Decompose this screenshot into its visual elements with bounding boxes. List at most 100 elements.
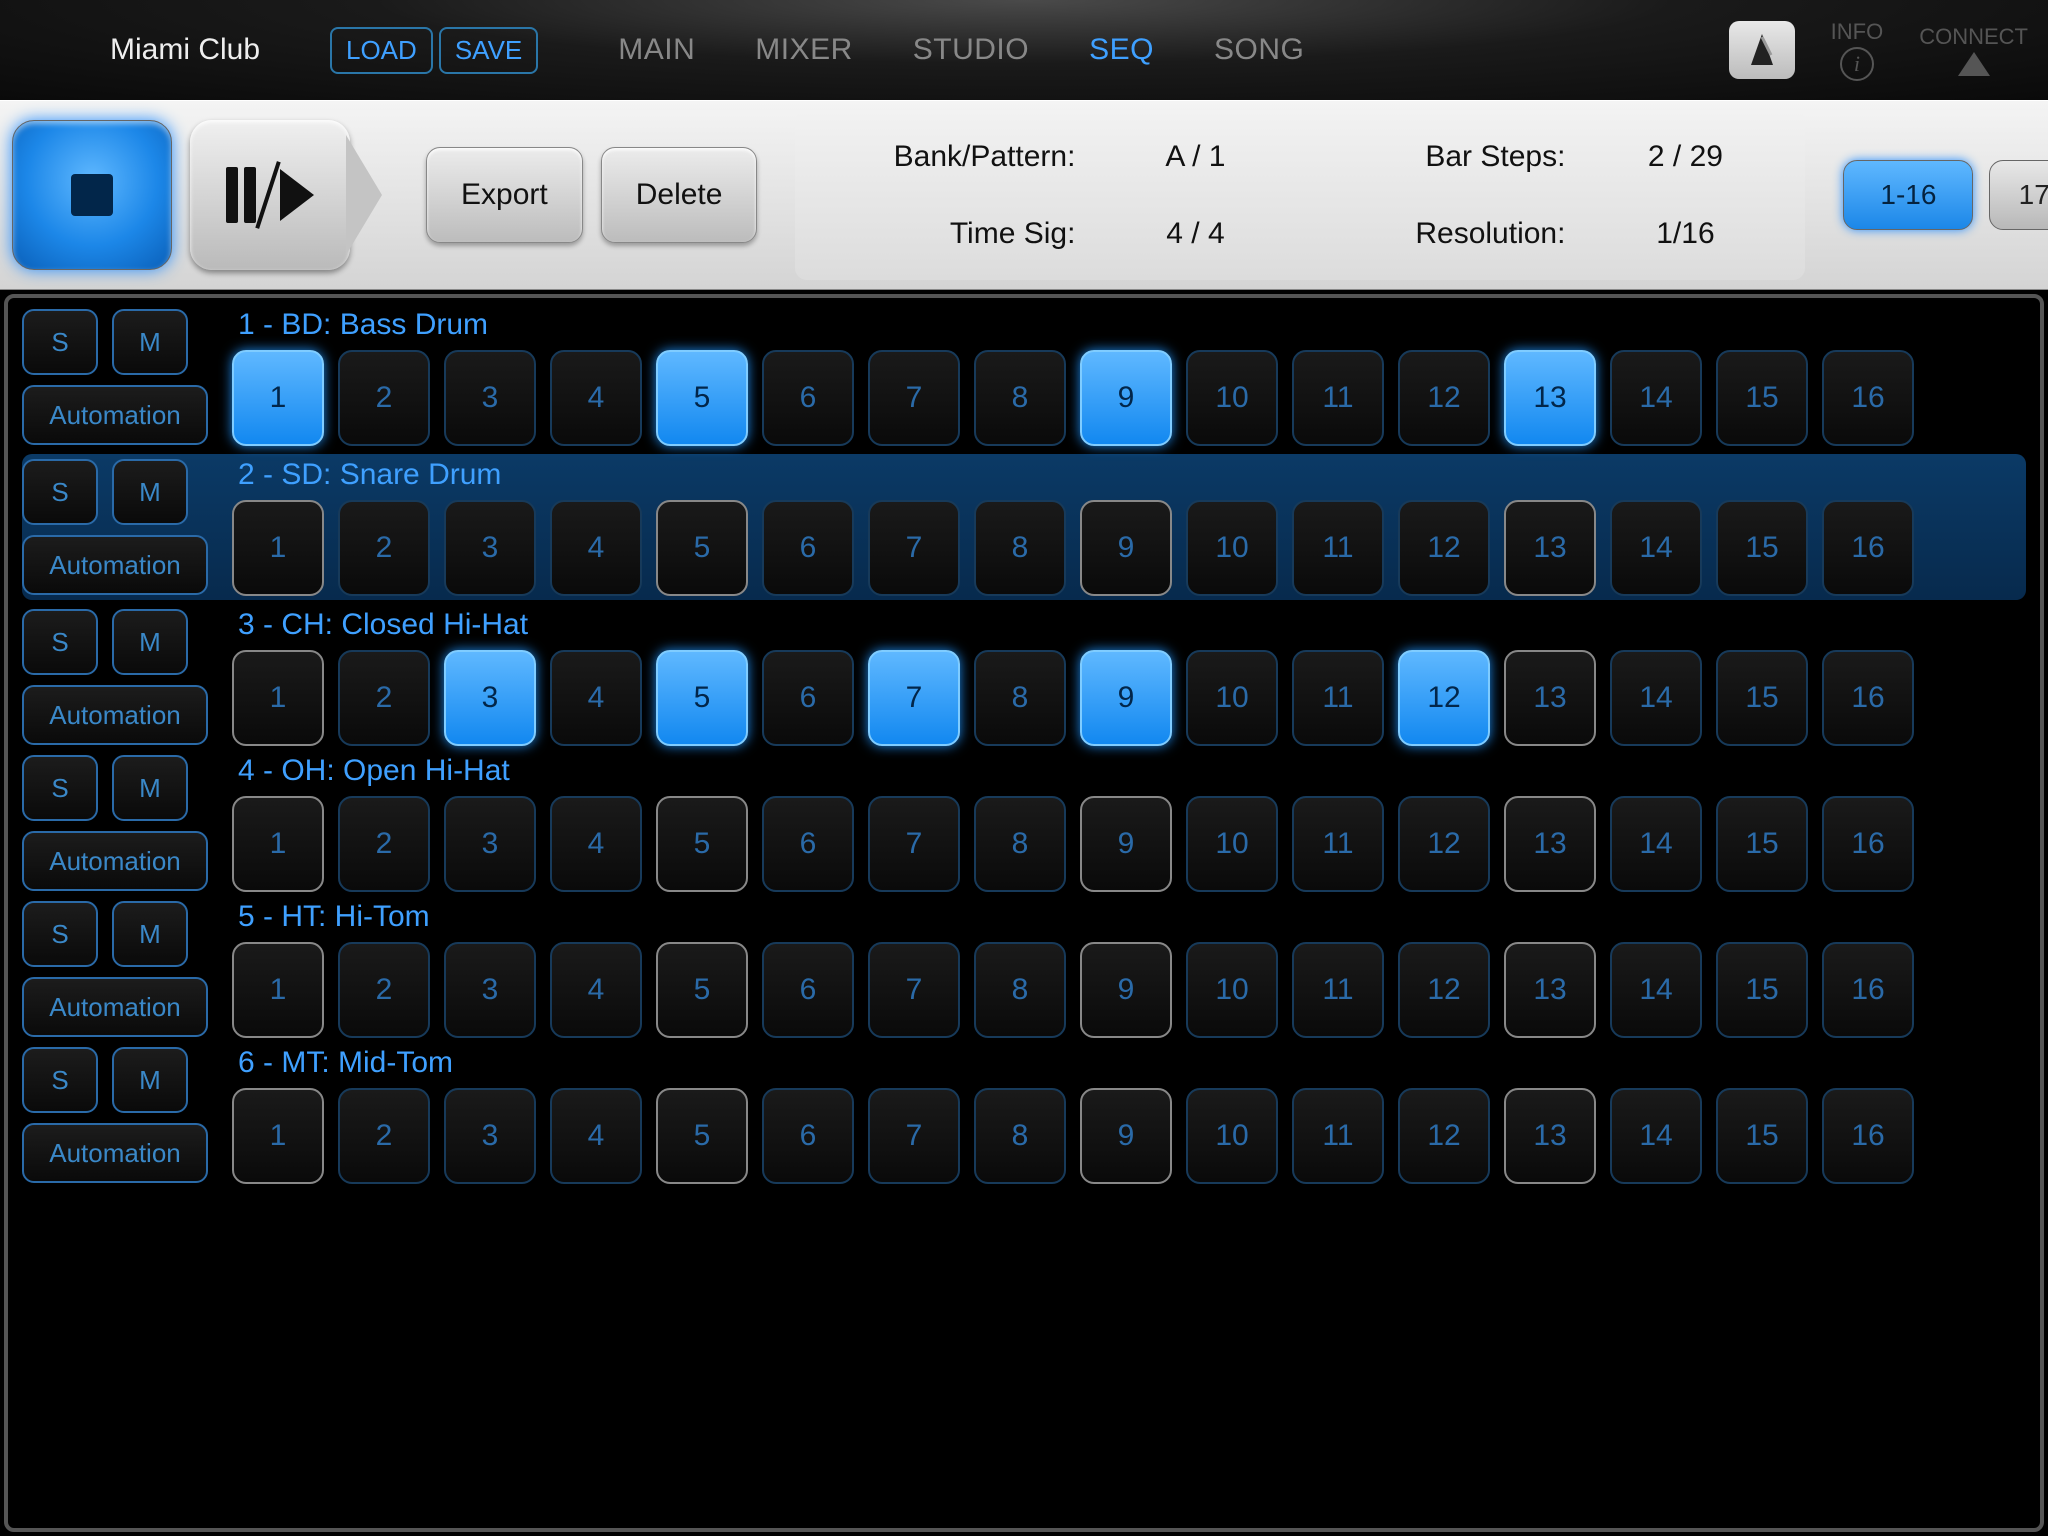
step-button[interactable]: 4: [550, 1088, 642, 1184]
step-button[interactable]: 11: [1292, 500, 1384, 596]
automation-button[interactable]: Automation: [22, 831, 208, 891]
stop-button[interactable]: [12, 120, 172, 270]
step-button[interactable]: 3: [444, 942, 536, 1038]
step-button[interactable]: 5: [656, 942, 748, 1038]
step-button[interactable]: 11: [1292, 650, 1384, 746]
mute-button[interactable]: M: [112, 755, 188, 821]
step-button[interactable]: 13: [1504, 1088, 1596, 1184]
range-button-1-16[interactable]: 1-16: [1843, 160, 1973, 230]
step-button[interactable]: 16: [1822, 942, 1914, 1038]
step-button[interactable]: 3: [444, 350, 536, 446]
step-button[interactable]: 9: [1080, 650, 1172, 746]
step-button[interactable]: 15: [1716, 350, 1808, 446]
load-button[interactable]: LOAD: [330, 27, 433, 74]
step-button[interactable]: 6: [762, 796, 854, 892]
step-button[interactable]: 15: [1716, 942, 1808, 1038]
step-button[interactable]: 8: [974, 500, 1066, 596]
step-button[interactable]: 12: [1398, 1088, 1490, 1184]
resolution-value[interactable]: 1/16: [1585, 217, 1785, 251]
solo-button[interactable]: S: [22, 1047, 98, 1113]
step-button[interactable]: 15: [1716, 500, 1808, 596]
step-button[interactable]: 7: [868, 350, 960, 446]
step-button[interactable]: 4: [550, 942, 642, 1038]
step-button[interactable]: 14: [1610, 942, 1702, 1038]
step-button[interactable]: 10: [1186, 942, 1278, 1038]
step-button[interactable]: 1: [232, 650, 324, 746]
step-button[interactable]: 14: [1610, 1088, 1702, 1184]
step-button[interactable]: 14: [1610, 796, 1702, 892]
step-button[interactable]: 5: [656, 500, 748, 596]
automation-button[interactable]: Automation: [22, 535, 208, 595]
step-button[interactable]: 4: [550, 500, 642, 596]
step-button[interactable]: 16: [1822, 650, 1914, 746]
bank-pattern-value[interactable]: A / 1: [1095, 140, 1295, 174]
mute-button[interactable]: M: [112, 1047, 188, 1113]
nav-tab-studio[interactable]: STUDIO: [913, 33, 1029, 67]
step-button[interactable]: 2: [338, 500, 430, 596]
step-button[interactable]: 3: [444, 1088, 536, 1184]
play-pause-button[interactable]: [190, 120, 350, 270]
step-button[interactable]: 16: [1822, 500, 1914, 596]
step-button[interactable]: 16: [1822, 1088, 1914, 1184]
step-button[interactable]: 15: [1716, 796, 1808, 892]
step-button[interactable]: 5: [656, 350, 748, 446]
save-button[interactable]: SAVE: [439, 27, 538, 74]
step-button[interactable]: 8: [974, 650, 1066, 746]
step-button[interactable]: 9: [1080, 796, 1172, 892]
solo-button[interactable]: S: [22, 309, 98, 375]
step-button[interactable]: 3: [444, 500, 536, 596]
step-button[interactable]: 9: [1080, 500, 1172, 596]
step-button[interactable]: 10: [1186, 796, 1278, 892]
step-button[interactable]: 8: [974, 796, 1066, 892]
mute-button[interactable]: M: [112, 309, 188, 375]
step-button[interactable]: 13: [1504, 500, 1596, 596]
step-button[interactable]: 9: [1080, 350, 1172, 446]
step-button[interactable]: 6: [762, 350, 854, 446]
step-button[interactable]: 2: [338, 796, 430, 892]
mute-button[interactable]: M: [112, 609, 188, 675]
step-button[interactable]: 12: [1398, 500, 1490, 596]
step-button[interactable]: 10: [1186, 500, 1278, 596]
step-button[interactable]: 6: [762, 500, 854, 596]
step-button[interactable]: 1: [232, 796, 324, 892]
step-button[interactable]: 10: [1186, 650, 1278, 746]
step-button[interactable]: 9: [1080, 1088, 1172, 1184]
step-button[interactable]: 8: [974, 350, 1066, 446]
step-button[interactable]: 11: [1292, 796, 1384, 892]
step-button[interactable]: 5: [656, 796, 748, 892]
step-button[interactable]: 13: [1504, 650, 1596, 746]
step-button[interactable]: 1: [232, 1088, 324, 1184]
step-button[interactable]: 4: [550, 650, 642, 746]
step-button[interactable]: 14: [1610, 650, 1702, 746]
step-button[interactable]: 1: [232, 942, 324, 1038]
step-button[interactable]: 9: [1080, 942, 1172, 1038]
connect-button[interactable]: CONNECT: [1919, 24, 2028, 76]
range-button-17-29[interactable]: 17-29: [1989, 160, 2048, 230]
step-button[interactable]: 1: [232, 350, 324, 446]
step-button[interactable]: 7: [868, 1088, 960, 1184]
step-button[interactable]: 14: [1610, 500, 1702, 596]
solo-button[interactable]: S: [22, 459, 98, 525]
automation-button[interactable]: Automation: [22, 1123, 208, 1183]
solo-button[interactable]: S: [22, 609, 98, 675]
automation-button[interactable]: Automation: [22, 977, 208, 1037]
step-button[interactable]: 12: [1398, 942, 1490, 1038]
step-button[interactable]: 10: [1186, 1088, 1278, 1184]
step-button[interactable]: 11: [1292, 350, 1384, 446]
step-button[interactable]: 10: [1186, 350, 1278, 446]
nav-tab-mixer[interactable]: MIXER: [755, 33, 853, 67]
step-button[interactable]: 2: [338, 350, 430, 446]
step-button[interactable]: 2: [338, 1088, 430, 1184]
automation-button[interactable]: Automation: [22, 385, 208, 445]
metronome-icon[interactable]: [1729, 21, 1795, 79]
step-button[interactable]: 11: [1292, 942, 1384, 1038]
step-button[interactable]: 7: [868, 650, 960, 746]
bar-steps-value[interactable]: 2 / 29: [1585, 140, 1785, 174]
step-button[interactable]: 13: [1504, 942, 1596, 1038]
step-button[interactable]: 15: [1716, 650, 1808, 746]
step-button[interactable]: 6: [762, 942, 854, 1038]
solo-button[interactable]: S: [22, 755, 98, 821]
solo-button[interactable]: S: [22, 901, 98, 967]
step-button[interactable]: 13: [1504, 796, 1596, 892]
step-button[interactable]: 7: [868, 942, 960, 1038]
